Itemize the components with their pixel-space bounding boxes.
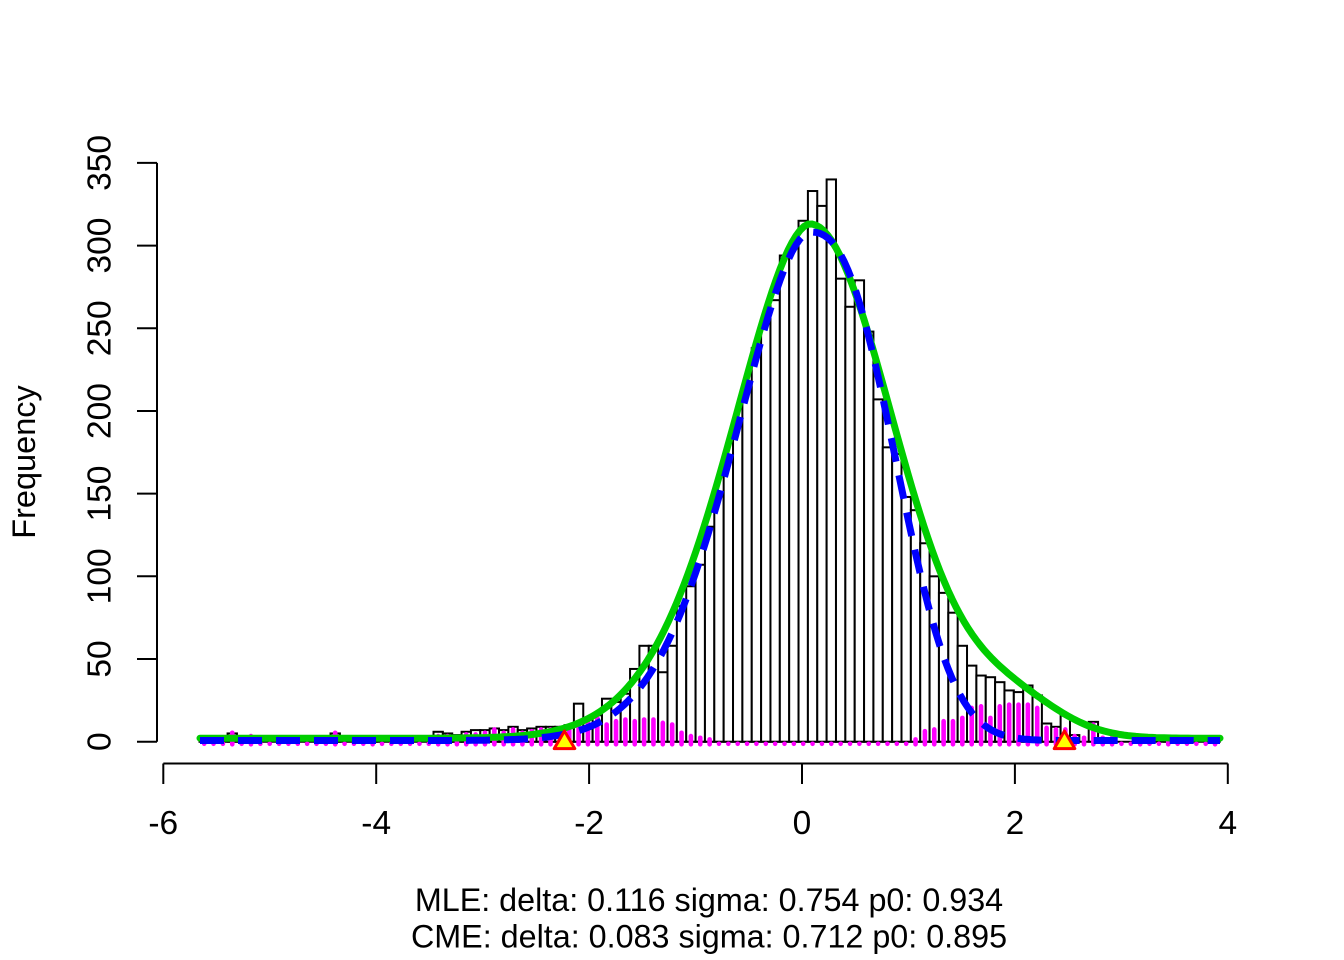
svg-text:150: 150 [82,466,119,522]
svg-text:CME: delta: 0.083 sigma: 0.712: CME: delta: 0.083 sigma: 0.712 p0: 0.895 [411,919,1007,955]
svg-text:Frequency: Frequency [6,384,42,538]
svg-text:2: 2 [1006,805,1025,842]
svg-text:300: 300 [82,218,119,274]
svg-text:-4: -4 [361,805,391,842]
svg-text:50: 50 [82,640,119,677]
svg-text:-2: -2 [574,805,604,842]
svg-text:4: 4 [1218,805,1237,842]
svg-text:200: 200 [82,383,119,439]
svg-text:350: 350 [82,135,119,191]
svg-text:0: 0 [793,805,812,842]
svg-text:MLE: delta: 0.116 sigma: 0.754: MLE: delta: 0.116 sigma: 0.754 p0: 0.934 [415,882,1003,918]
svg-text:100: 100 [82,548,119,604]
svg-text:0: 0 [82,732,119,751]
svg-text:-6: -6 [148,805,178,842]
svg-text:250: 250 [82,300,119,356]
